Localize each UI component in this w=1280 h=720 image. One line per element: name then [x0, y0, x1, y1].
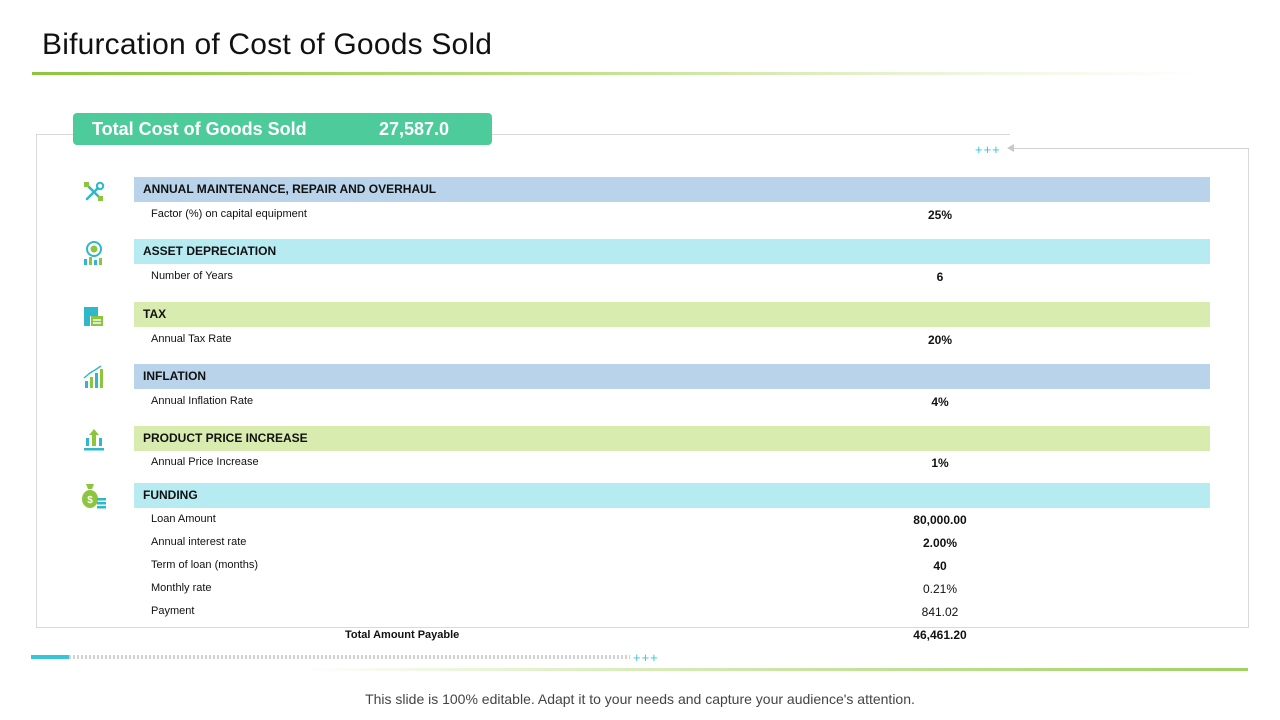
row-label: Monthly rate — [151, 582, 212, 594]
total-payable-value: 46,461.20 — [913, 628, 967, 642]
tools-icon — [84, 181, 105, 201]
price-increase-icon — [84, 429, 104, 451]
total-cogs-label: Total Cost of Goods Sold — [92, 119, 307, 139]
content-frame — [36, 134, 1249, 628]
row-value: 40 — [933, 559, 947, 573]
row-label: Loan Amount — [151, 513, 216, 525]
row-value: 6 — [936, 270, 944, 284]
row-value: 4% — [931, 395, 949, 409]
row-label: Factor (%) on capital equipment — [151, 208, 307, 220]
row-value: 1% — [931, 456, 949, 470]
row-label: Term of loan (months) — [151, 559, 258, 571]
section-maintenance-header: ANNUAL MAINTENANCE, REPAIR AND OVERHAUL — [134, 177, 1210, 202]
row-label: Number of Years — [151, 270, 233, 282]
row-label: Annual interest rate — [151, 536, 247, 548]
row-value: 2.00% — [922, 536, 958, 550]
section-price-increase-header: PRODUCT PRICE INCREASE — [134, 426, 1210, 451]
section-tax-header: TAX — [134, 302, 1210, 327]
arrow-line — [1012, 148, 1249, 149]
bar-chart-icon — [83, 365, 103, 388]
footer-dashed-bar — [69, 655, 630, 659]
arrow-head-icon — [1007, 144, 1014, 152]
row-value: 0.21% — [922, 582, 958, 596]
plus-decoration-bottom: +++ — [633, 650, 659, 665]
plus-decoration-top: +++ — [975, 142, 1001, 157]
row-value: 20% — [927, 333, 953, 347]
title-underline — [32, 72, 1202, 75]
row-label: Annual Price Increase — [151, 456, 259, 468]
depreciation-icon — [84, 241, 102, 265]
row-value: 80,000.00 — [913, 513, 967, 527]
page-title: Bifurcation of Cost of Goods Sold — [42, 28, 493, 61]
section-funding-header: FUNDING — [134, 483, 1210, 508]
row-value: 841.02 — [921, 605, 959, 619]
total-payable-label: Total Amount Payable — [345, 629, 460, 641]
row-label: Annual Inflation Rate — [151, 395, 254, 407]
total-cogs-banner: Total Cost of Goods Sold 27,587.0 — [73, 113, 492, 145]
total-cogs-value: 27,587.0 — [379, 119, 450, 139]
svg-text:$: $ — [87, 495, 93, 506]
tax-icon — [84, 307, 103, 326]
footer-accent-bar — [31, 655, 69, 659]
footer-caption: This slide is 100% editable. Adapt it to… — [365, 691, 915, 707]
row-value: 25% — [927, 208, 953, 222]
section-depreciation-header: ASSET DEPRECIATION — [134, 239, 1210, 264]
section-inflation-header: INFLATION — [134, 364, 1210, 389]
money-bag-icon: $ — [82, 484, 106, 509]
row-label: Payment — [151, 605, 195, 617]
row-label: Annual Tax Rate — [151, 333, 232, 345]
footer-line — [300, 668, 1248, 671]
